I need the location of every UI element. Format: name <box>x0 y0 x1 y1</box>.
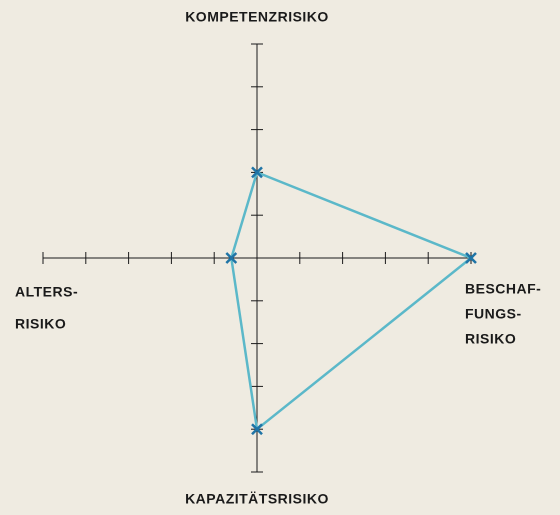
axis-label: RISIKO <box>465 331 516 347</box>
data-marker <box>251 423 263 436</box>
data-marker <box>465 252 477 264</box>
axis-label: FUNGS- <box>465 306 522 322</box>
data-marker <box>251 166 263 179</box>
axis-label: RISIKO <box>15 316 66 332</box>
axis-label: BESCHAF- <box>465 281 541 297</box>
data-polygon <box>230 170 474 432</box>
axis-label: KAPAZITÄTSRISIKO <box>185 491 329 507</box>
data-marker <box>225 252 238 264</box>
axis-label: KOMPETENZRISIKO <box>185 9 329 25</box>
axis-label: ALTERS- <box>15 284 78 300</box>
